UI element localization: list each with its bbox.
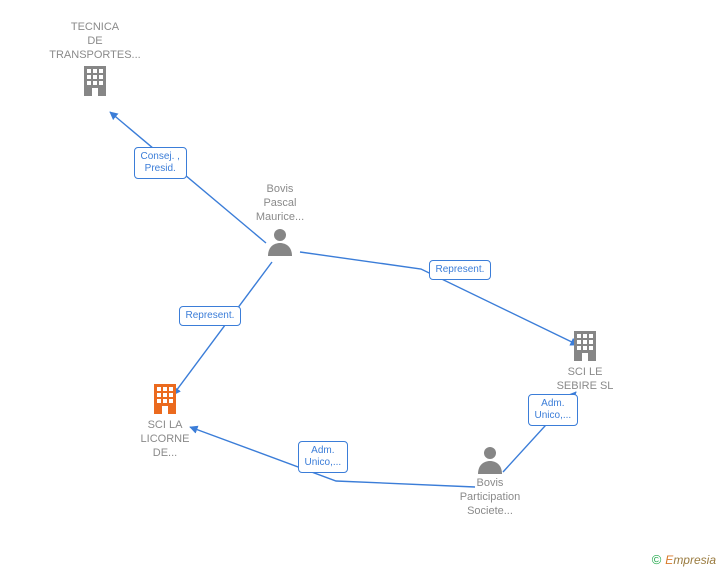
edge-path (173, 262, 272, 395)
node-label: BovisPascalMaurice... (256, 182, 304, 225)
node-label: TECNICADETRANSPORTES... (49, 20, 140, 63)
node-sci_le[interactable]: SCI LESEBIRE SL (530, 327, 640, 394)
node-tecnica[interactable]: TECNICADETRANSPORTES... (40, 20, 150, 101)
edge-label: Adm.Unico,... (528, 394, 579, 426)
edge-label: Represent. (179, 306, 242, 326)
edge-label: Adm.Unico,... (298, 441, 349, 473)
node-bovis_part[interactable]: BovisParticipationSociete... (435, 442, 545, 519)
edge-label: Represent. (429, 260, 492, 280)
person-icon (475, 444, 505, 474)
building-icon (148, 382, 182, 416)
node-bovis_pascal[interactable]: BovisPascalMaurice... (225, 182, 335, 259)
node-sci_la[interactable]: SCI LALICORNEDE... (110, 380, 220, 461)
watermark: © Empresia (652, 552, 716, 567)
node-label: BovisParticipationSociete... (460, 476, 521, 519)
node-label: SCI LESEBIRE SL (557, 365, 614, 394)
person-icon (265, 226, 295, 256)
copyright-symbol: © (652, 552, 662, 567)
building-icon (568, 329, 602, 363)
node-label: SCI LALICORNEDE... (141, 418, 190, 461)
building-icon (78, 64, 112, 98)
edge-label: Consej. ,Presid. (134, 147, 187, 179)
watermark-text: Empresia (665, 553, 716, 567)
